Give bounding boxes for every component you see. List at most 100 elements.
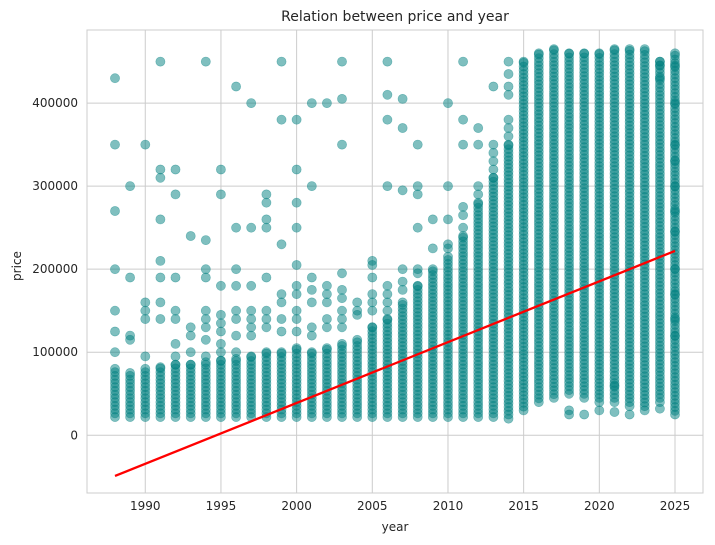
scatter-point: [261, 197, 272, 208]
scatter-point: [473, 189, 484, 200]
scatter-point: [125, 368, 136, 378]
scatter-point: [140, 363, 151, 374]
scatter-point: [352, 297, 363, 308]
scatter-point: [200, 235, 211, 245]
scatter-point: [367, 289, 378, 299]
scatter-point: [321, 314, 332, 324]
scatter-point: [458, 210, 468, 221]
scatter-point: [306, 98, 317, 108]
scatter-point: [337, 338, 347, 349]
scatter-point: [321, 98, 332, 108]
scatter-point: [246, 98, 257, 108]
scatter-point: [291, 197, 302, 208]
scatter-point: [670, 181, 680, 191]
scatter-point: [215, 318, 226, 329]
scatter-point: [200, 334, 211, 345]
scatter-point: [246, 280, 257, 291]
scatter-point: [670, 60, 680, 71]
scatter-point: [488, 164, 499, 175]
scatter-point: [443, 243, 453, 254]
scatter-point: [503, 114, 514, 125]
scatter-point: [382, 314, 393, 324]
scatter-point: [367, 322, 378, 333]
scatter-point: [215, 355, 226, 366]
scatter-point: [306, 284, 317, 295]
scatter-point: [291, 280, 302, 291]
scatter-point: [200, 272, 211, 283]
scatter-point: [670, 98, 680, 108]
scatter-point: [670, 206, 680, 216]
scatter-point: [594, 397, 605, 407]
scatter-point: [382, 114, 393, 125]
scatter-point: [488, 147, 499, 158]
scatter-point: [261, 272, 272, 283]
scatter-point: [321, 297, 332, 308]
scatter-point: [246, 322, 257, 333]
scatter-point: [231, 81, 241, 92]
scatter-point: [261, 222, 272, 233]
chart-title: Relation between price and year: [281, 9, 509, 25]
scatter-point: [231, 347, 241, 358]
scatter-point: [670, 48, 680, 59]
scatter-point: [215, 326, 226, 337]
scatter-point: [261, 347, 272, 358]
scatter-point: [306, 181, 317, 191]
scatter-point: [110, 347, 120, 358]
scatter-point: [488, 172, 499, 183]
scatter-point: [170, 305, 181, 316]
x-tick-label: 2000: [281, 499, 312, 513]
scatter-point: [427, 243, 438, 254]
scatter-point: [306, 297, 317, 308]
scatter-point: [125, 181, 136, 191]
scatter-point: [170, 338, 181, 349]
scatter-point: [503, 56, 514, 67]
y-axis-label: price: [10, 251, 24, 281]
scatter-point: [170, 359, 181, 370]
scatter-point: [200, 322, 211, 333]
scatter-point: [579, 48, 590, 59]
scatter-point: [337, 284, 347, 295]
scatter-point: [488, 81, 499, 92]
scatter-point: [291, 164, 302, 175]
scatter-point: [306, 322, 317, 333]
scatter-point: [503, 81, 514, 92]
scatter-point: [276, 347, 287, 358]
x-axis-label: year: [382, 520, 409, 534]
scatter-point: [624, 44, 635, 54]
scatter-point: [458, 56, 468, 67]
scatter-point: [382, 297, 393, 308]
scatter-point: [185, 231, 196, 241]
scatter-point: [185, 330, 196, 341]
scatter-point: [458, 231, 468, 241]
scatter-point: [246, 351, 257, 362]
scatter-point: [670, 330, 680, 341]
scatter-point: [458, 139, 468, 150]
scatter-point: [125, 272, 136, 283]
scatter-point: [412, 222, 423, 233]
scatter-point: [473, 139, 484, 150]
scatter-point: [110, 139, 120, 150]
scatter-point: [246, 330, 257, 341]
scatter-point: [458, 222, 468, 233]
scatter-point: [382, 181, 393, 191]
scatter-point: [337, 56, 347, 67]
scatter-point: [503, 89, 514, 100]
scatter-point: [155, 56, 166, 67]
scatter-point: [397, 94, 408, 104]
scatter-point: [397, 185, 408, 196]
scatter-point: [337, 305, 347, 316]
scatter-point: [140, 139, 151, 150]
scatter-point: [155, 362, 166, 373]
scatter-point: [261, 305, 272, 316]
scatter-point: [670, 226, 680, 237]
scatter-point: [306, 272, 317, 283]
scatter-point: [110, 363, 120, 374]
scatter-point: [670, 139, 680, 150]
scatter-point: [155, 214, 166, 225]
scatter-point: [382, 305, 393, 316]
scatter-point: [170, 189, 181, 200]
scatter-point: [427, 214, 438, 225]
scatter-point: [140, 351, 151, 362]
scatter-point: [488, 156, 499, 167]
